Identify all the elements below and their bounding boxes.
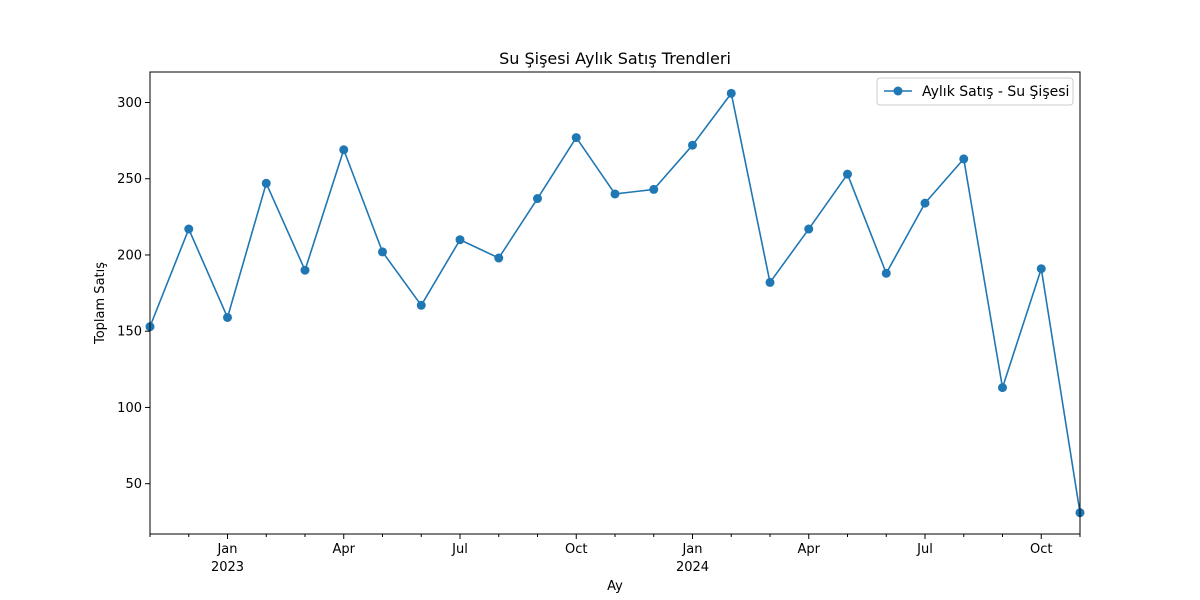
data-point [649,184,659,194]
y-tick-label: 200 [117,248,142,263]
data-point [765,277,775,287]
data-point [339,145,349,155]
data-point [494,253,504,263]
data-point [920,198,930,208]
legend-dot-marker [893,86,903,96]
legend-box [876,77,1074,106]
x-tick-label: Apr [333,542,356,557]
data-point [261,178,271,188]
x-axis-label: Ay [607,579,623,594]
y-tick-label: 100 [117,401,142,416]
chart-title: Su Şişesi Aylık Satış Trendleri [499,49,731,68]
data-point [1036,264,1046,274]
legend: Aylık Satış - Su Şişesi [876,77,1074,106]
data-point [959,154,969,164]
x-tick-label: Jan [681,542,702,557]
x-tick-year-label: 2023 [211,560,244,575]
data-point [533,194,542,204]
y-tick-label: 50 [125,477,142,492]
data-point [378,247,387,257]
data-point [610,189,620,199]
legend-label: Aylık Satış - Su Şişesi [922,84,1069,100]
data-point [881,268,891,278]
data-point [998,383,1007,393]
y-tick-label: 300 [117,96,142,111]
data-point [688,140,697,150]
data-point [571,133,581,143]
data-point [726,88,736,98]
x-tick-label: Apr [798,542,821,557]
y-tick-label: 250 [117,172,142,187]
x-tick-label: Jan [216,542,237,557]
y-axis: 50 100 150 200 250 300 [117,96,150,492]
data-point [804,224,814,234]
plot-area [145,88,1085,518]
data-point [416,300,426,310]
x-tick-year-label: 2024 [676,560,709,575]
data-point [223,312,232,322]
y-tick-label: 150 [117,325,142,340]
data-point [455,235,465,245]
x-tick-label: Jul [451,542,468,557]
x-tick-label: Oct [565,542,587,557]
data-point [300,265,310,275]
data-point [843,169,852,179]
x-axis: Jan 2023 Apr Jul Oct Jan 2024 Apr Jul Oct [149,534,1081,575]
data-point [184,224,194,234]
x-tick-label: Oct [1030,542,1052,557]
x-tick-label: Jul [916,542,933,557]
y-axis-label: Toplam Satış [93,262,108,345]
